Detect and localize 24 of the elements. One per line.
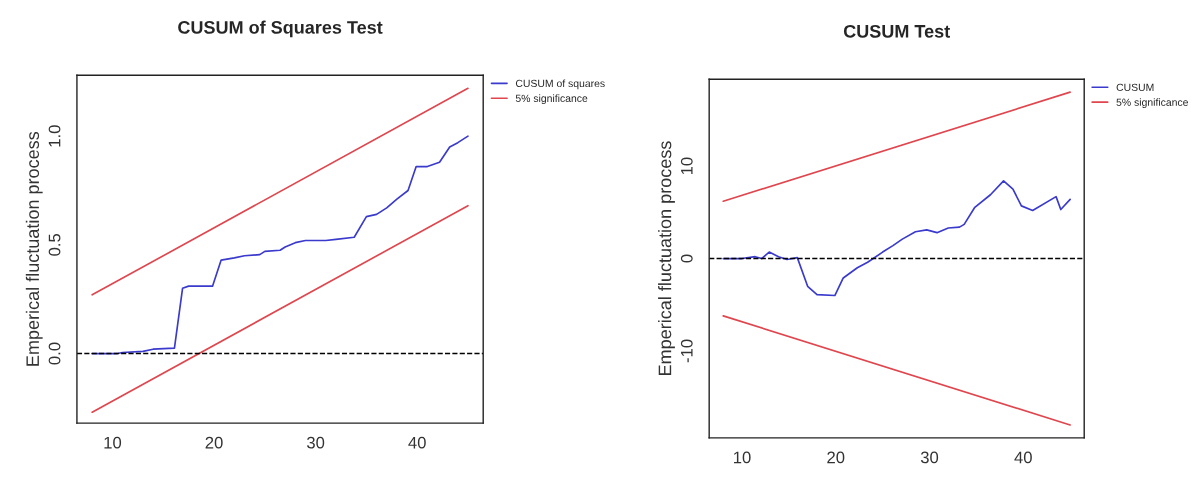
y-tick-label: 0 bbox=[680, 254, 693, 263]
legend-label: CUSUM bbox=[1116, 83, 1154, 92]
legend-label: CUSUM of squares bbox=[515, 79, 605, 90]
legend-label: 5% significance bbox=[515, 94, 588, 105]
chart-title: CUSUM of Squares Test bbox=[178, 20, 383, 38]
x-tick-label: 30 bbox=[920, 451, 939, 464]
line-series bbox=[722, 180, 1071, 297]
x-tick-label: 20 bbox=[205, 436, 223, 449]
y-tick-label: 0.0 bbox=[48, 342, 61, 365]
y-tick-label: -10 bbox=[680, 339, 693, 363]
x-tick-label: 10 bbox=[104, 436, 122, 449]
x-tick-label: 40 bbox=[1014, 451, 1032, 464]
y-axis-title: Emperical fluctuation process bbox=[658, 141, 675, 375]
y-axis-title: Emperical fluctuation process bbox=[25, 131, 43, 366]
x-tick-label: 30 bbox=[306, 436, 325, 449]
y-tick-label: 0.5 bbox=[48, 233, 61, 256]
x-tick-label: 10 bbox=[734, 451, 751, 464]
y-tick-label: 1.0 bbox=[48, 125, 61, 147]
legend-label: 5% significance bbox=[1116, 98, 1188, 109]
line-series bbox=[91, 135, 469, 355]
chart-title: CUSUM Test bbox=[843, 24, 950, 38]
x-tick-label: 40 bbox=[408, 436, 426, 449]
y-tick-label: 10 bbox=[680, 157, 693, 175]
x-tick-label: 20 bbox=[827, 451, 845, 464]
